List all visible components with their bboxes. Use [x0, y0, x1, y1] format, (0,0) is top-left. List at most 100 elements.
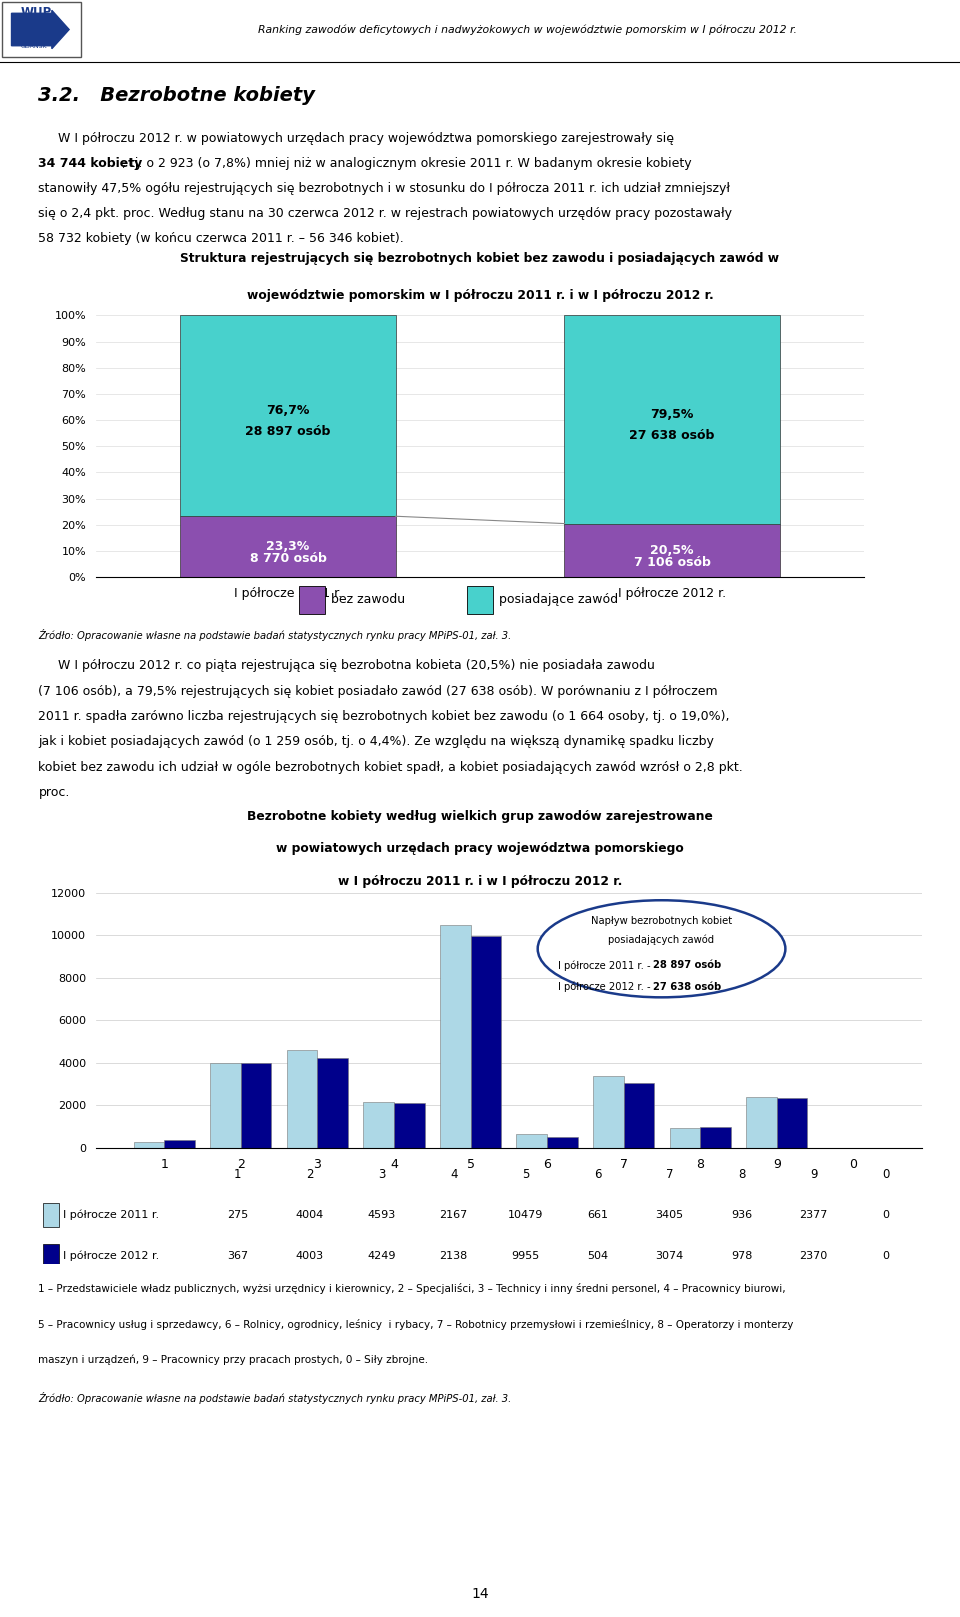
- Text: 7 106 osób: 7 106 osób: [634, 556, 710, 569]
- Bar: [299, 585, 325, 614]
- Text: 4: 4: [450, 1167, 458, 1180]
- Text: 0: 0: [882, 1210, 889, 1219]
- Text: 4593: 4593: [368, 1210, 396, 1219]
- Text: 76,7%: 76,7%: [266, 404, 310, 417]
- Bar: [43, 1243, 59, 1268]
- Text: 4003: 4003: [296, 1250, 324, 1261]
- Bar: [164, 1140, 195, 1148]
- Text: w I półroczu 2011 r. i w I półroczu 2012 r.: w I półroczu 2011 r. i w I półroczu 2012…: [338, 875, 622, 888]
- Text: jak i kobiet posiadających zawód (o 1 259 osób, tj. o 4,4%). Ze względu na więks: jak i kobiet posiadających zawód (o 1 25…: [38, 736, 714, 749]
- Text: 2370: 2370: [800, 1250, 828, 1261]
- Text: 4004: 4004: [296, 1210, 324, 1219]
- Text: W I półroczu 2012 r. w powiatowych urzędach pracy województwa pomorskiego zareje: W I półroczu 2012 r. w powiatowych urzęd…: [38, 133, 674, 146]
- Bar: [777, 1098, 807, 1148]
- Text: 10479: 10479: [508, 1210, 543, 1219]
- Text: 5 – Pracownicy usług i sprzedawcy, 6 – Rolnicy, ogrodnicy, leśnicy  i rybacy, 7 : 5 – Pracownicy usług i sprzedawcy, 6 – R…: [38, 1319, 794, 1329]
- Text: bez zawodu: bez zawodu: [331, 593, 405, 606]
- Text: 0: 0: [882, 1250, 889, 1261]
- Text: 9: 9: [810, 1167, 817, 1180]
- Text: 1 – Przedstawiciele władz publicznych, wyżsi urzędnicy i kierownicy, 2 – Specjal: 1 – Przedstawiciele władz publicznych, w…: [38, 1284, 786, 1294]
- Bar: [180, 516, 396, 577]
- Text: 58 732 kobiety (w końcu czerwca 2011 r. – 56 346 kobiet).: 58 732 kobiety (w końcu czerwca 2011 r. …: [38, 231, 404, 244]
- Text: W I półroczu 2012 r. co piąta rejestrująca się bezrobotna kobieta (20,5%) nie po: W I półroczu 2012 r. co piąta rejestrują…: [38, 660, 656, 673]
- Text: Ranking zawodów deficytowych i nadwyżokowych w województwie pomorskim w I półroc: Ranking zawodów deficytowych i nadwyżoko…: [258, 24, 798, 34]
- Text: 2138: 2138: [440, 1250, 468, 1261]
- Text: 34 744 kobiety: 34 744 kobiety: [38, 157, 143, 170]
- Text: 936: 936: [732, 1210, 753, 1219]
- Text: 79,5%: 79,5%: [650, 407, 694, 420]
- Text: 4249: 4249: [368, 1250, 396, 1261]
- Bar: [241, 1062, 272, 1148]
- Text: 3405: 3405: [656, 1210, 684, 1219]
- Text: stanowiły 47,5% ogółu rejestrujących się bezrobotnych i w stosunku do I półrocza: stanowiły 47,5% ogółu rejestrujących się…: [38, 181, 731, 196]
- FancyArrow shape: [12, 10, 69, 49]
- Text: Napływ bezrobotnych kobiet: Napływ bezrobotnych kobiet: [591, 915, 732, 925]
- Text: , tj. o 2 923 (o 7,8%) mniej niż w analogicznym okresie 2011 r. W badanym okresi: , tj. o 2 923 (o 7,8%) mniej niż w analo…: [123, 157, 692, 170]
- Text: 8 770 osób: 8 770 osób: [250, 551, 326, 564]
- Bar: [210, 1062, 241, 1148]
- Text: 661: 661: [588, 1210, 609, 1219]
- Text: Źródło: Opracowanie własne na podstawie badań statystycznych rynku pracy MPiPS-0: Źródło: Opracowanie własne na podstawie …: [38, 629, 512, 640]
- Bar: [670, 1129, 700, 1148]
- Bar: [593, 1075, 624, 1148]
- Text: Źródło: Opracowanie własne na podstawie badań statystycznych rynku pracy MPiPS-0: Źródło: Opracowanie własne na podstawie …: [38, 1392, 512, 1404]
- Text: 27 638 osób: 27 638 osób: [653, 982, 722, 993]
- Bar: [180, 315, 396, 516]
- Text: 28 897 osób: 28 897 osób: [653, 960, 722, 970]
- Bar: [318, 1058, 348, 1148]
- Bar: [287, 1051, 318, 1148]
- Bar: [467, 585, 493, 614]
- Bar: [470, 936, 501, 1148]
- Bar: [564, 315, 780, 524]
- Text: GDAŃSK: GDAŃSK: [21, 44, 48, 49]
- Text: maszyn i urządzeń, 9 – Pracownicy przy pracach prostych, 0 – Siły zbrojne.: maszyn i urządzeń, 9 – Pracownicy przy p…: [38, 1355, 428, 1365]
- Text: 2: 2: [306, 1167, 314, 1180]
- Bar: [394, 1103, 424, 1148]
- Bar: [746, 1098, 777, 1148]
- Bar: [516, 1134, 547, 1148]
- Text: 6: 6: [594, 1167, 601, 1180]
- Text: posiadające zawód: posiadające zawód: [499, 593, 618, 606]
- Bar: [133, 1142, 164, 1148]
- Ellipse shape: [538, 901, 785, 998]
- Text: 14: 14: [471, 1588, 489, 1601]
- Text: 0: 0: [882, 1167, 889, 1180]
- Text: (7 106 osób), a 79,5% rejestrujących się kobiet posiadało zawód (27 638 osób). W: (7 106 osób), a 79,5% rejestrujących się…: [38, 684, 718, 699]
- Bar: [547, 1137, 578, 1148]
- Bar: [700, 1127, 731, 1148]
- Text: 504: 504: [588, 1250, 609, 1261]
- Text: 7: 7: [666, 1167, 673, 1180]
- Text: w powiatowych urzędach pracy województwa pomorskiego: w powiatowych urzędach pracy województwa…: [276, 842, 684, 855]
- Text: 2167: 2167: [440, 1210, 468, 1219]
- Text: 8: 8: [738, 1167, 745, 1180]
- Text: proc.: proc.: [38, 786, 70, 799]
- Text: WUP: WUP: [21, 6, 53, 19]
- Text: 5: 5: [522, 1167, 529, 1180]
- Text: 3074: 3074: [656, 1250, 684, 1261]
- Text: I półrocze 2012 r. -: I półrocze 2012 r. -: [559, 982, 654, 993]
- Text: I półrocze 2012 r.: I półrocze 2012 r.: [63, 1250, 159, 1261]
- Text: województwie pomorskim w I półroczu 2011 r. i w I półroczu 2012 r.: województwie pomorskim w I półroczu 2011…: [247, 289, 713, 302]
- Text: I półrocze 2011 r. -: I półrocze 2011 r. -: [559, 960, 654, 970]
- Text: się o 2,4 pkt. proc. Według stanu na 30 czerwca 2012 r. w rejestrach powiatowych: się o 2,4 pkt. proc. Według stanu na 30 …: [38, 207, 732, 220]
- Text: kobiet bez zawodu ich udział w ogóle bezrobotnych kobiet spadł, a kobiet posiada: kobiet bez zawodu ich udział w ogóle bez…: [38, 760, 743, 775]
- Text: 2377: 2377: [800, 1210, 828, 1219]
- Bar: [363, 1101, 394, 1148]
- Text: 20,5%: 20,5%: [650, 543, 694, 556]
- Text: I półrocze 2011 r.: I półrocze 2011 r.: [63, 1210, 159, 1221]
- Text: Struktura rejestrujących się bezrobotnych kobiet bez zawodu i posiadających zawó: Struktura rejestrujących się bezrobotnyc…: [180, 252, 780, 265]
- Text: 3: 3: [378, 1167, 385, 1180]
- Text: Bezrobotne kobiety według wielkich grup zawodów zarejestrowane: Bezrobotne kobiety według wielkich grup …: [247, 810, 713, 823]
- Text: 3.2.   Bezrobotne kobiety: 3.2. Bezrobotne kobiety: [38, 86, 316, 105]
- Bar: [624, 1083, 655, 1148]
- Text: posiadających zawód: posiadających zawód: [609, 935, 714, 944]
- Bar: [440, 925, 470, 1148]
- Text: 367: 367: [228, 1250, 249, 1261]
- Text: 2011 r. spadła zarówno liczba rejestrujących się bezrobotnych kobiet bez zawodu : 2011 r. spadła zarówno liczba rejestrują…: [38, 710, 730, 723]
- Text: 23,3%: 23,3%: [266, 540, 310, 553]
- Text: 1: 1: [234, 1167, 242, 1180]
- Text: 9955: 9955: [512, 1250, 540, 1261]
- Bar: [43, 1203, 59, 1227]
- Text: 978: 978: [731, 1250, 753, 1261]
- Text: 27 638 osób: 27 638 osób: [630, 429, 714, 441]
